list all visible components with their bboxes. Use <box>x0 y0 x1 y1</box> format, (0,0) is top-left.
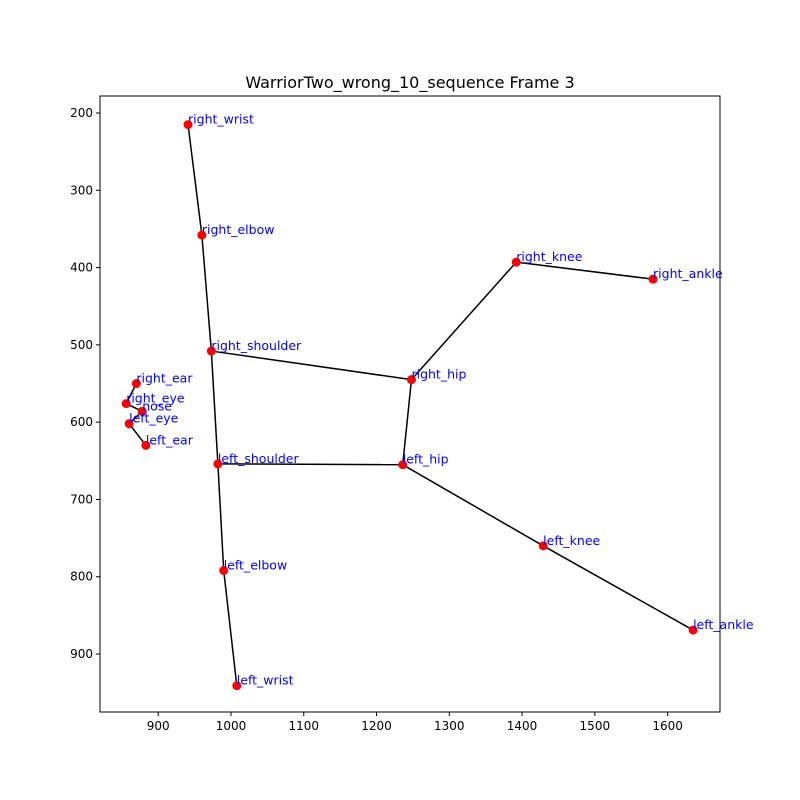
skeleton-line-right-hip-to-left-hip <box>401 379 413 465</box>
keypoint-marker-left-knee <box>538 541 548 551</box>
plot-frame <box>99 95 721 713</box>
keypoint-marker-left-eye <box>124 419 134 429</box>
keypoint-marker-left-ankle <box>688 625 698 635</box>
skeleton-line-left-shoulder-to-left-elbow <box>217 463 225 571</box>
skeleton-line-right-shoulder-to-left-shoulder <box>210 351 219 464</box>
keypoint-marker-right-ankle <box>648 274 658 284</box>
skeleton-line-left-shoulder-to-left-hip <box>217 463 403 466</box>
keypoint-marker-nose <box>137 406 147 416</box>
x-tick-label: 1200 <box>361 719 392 733</box>
keypoint-label-right-wrist: right_wrist <box>188 112 254 127</box>
y-tick-label: 900 <box>70 647 93 661</box>
y-tick-label: 200 <box>70 106 93 120</box>
keypoint-marker-right-eye <box>121 399 131 409</box>
keypoint-marker-right-hip <box>406 375 416 385</box>
y-axis: 200 300 400 500 600 700 800 900 <box>70 106 100 661</box>
skeleton-line-right-hip-to-right-knee <box>410 261 517 381</box>
x-axis: 900 1000 1100 1200 1300 1400 1500 1600 <box>147 712 683 733</box>
x-tick-label: 900 <box>147 719 170 733</box>
y-tick-label: 300 <box>70 183 93 197</box>
y-tick-label: 800 <box>70 570 93 584</box>
skeleton-line-right-knee-to-right-ankle <box>516 261 654 280</box>
keypoint-label-left-eye: left_eye <box>129 411 179 426</box>
keypoint-marker-right-knee <box>511 257 521 267</box>
x-tick-label: 1100 <box>288 719 319 733</box>
chart-title: WarriorTwo_wrong_10_sequence Frame 3 <box>245 73 574 93</box>
keypoint-label-right-ear: right_ear <box>136 371 193 386</box>
y-tick-label: 500 <box>70 338 93 352</box>
skeleton-line-left-eye-to-left-ear <box>128 423 147 446</box>
y-tick-label: 600 <box>70 415 93 429</box>
skeleton-line-left-knee-to-left-ankle <box>542 545 694 631</box>
keypoint-label-right-ankle: right_ankle <box>653 266 723 281</box>
keypoint-marker-right-wrist <box>183 120 193 130</box>
x-tick-label: 1500 <box>580 719 611 733</box>
y-tick-label: 700 <box>70 492 93 506</box>
keypoint-label-right-knee: right_knee <box>516 249 582 264</box>
keypoint-label-left-knee: left_knee <box>543 533 600 548</box>
keypoint-label-left-shoulder: left_shoulder <box>218 451 300 466</box>
keypoint-label-nose: nose <box>142 398 172 413</box>
keypoint-label-right-hip: right_hip <box>411 367 466 382</box>
x-tick-label: 1600 <box>652 719 683 733</box>
skeleton-line-right-shoulder-to-right-hip <box>211 350 412 381</box>
x-tick-label: 1400 <box>507 719 538 733</box>
keypoint-markers <box>121 120 698 691</box>
keypoint-label-left-ear: left_ear <box>146 432 194 447</box>
keypoint-label-left-hip: left_hip <box>403 452 449 467</box>
keypoint-marker-right-elbow <box>197 230 207 240</box>
keypoint-marker-right-ear <box>131 379 141 389</box>
keypoint-label-left-ankle: left_ankle <box>693 617 754 632</box>
skeleton-line-right-wrist-to-right-elbow <box>187 124 203 236</box>
keypoint-marker-left-wrist <box>232 681 242 691</box>
keypoint-label-left-wrist: left_wrist <box>237 673 294 688</box>
keypoint-label-right-elbow: right_elbow <box>202 222 275 237</box>
x-tick-label: 1300 <box>434 719 465 733</box>
skeleton-line-left-elbow-to-left-wrist <box>222 570 238 686</box>
keypoint-marker-left-shoulder <box>213 459 223 469</box>
skeleton-line-left-hip-to-left-knee <box>402 464 544 547</box>
y-tick-label: 400 <box>70 261 93 275</box>
keypoint-marker-left-elbow <box>219 566 229 576</box>
keypoint-marker-right-shoulder <box>206 346 216 356</box>
keypoint-label-right-shoulder: right_shoulder <box>211 338 302 353</box>
x-tick-label: 1000 <box>216 719 247 733</box>
keypoint-label-right-eye: right_eye <box>126 391 185 406</box>
keypoint-label-left-elbow: left_elbow <box>224 558 287 573</box>
keypoint-marker-left-ear <box>141 440 151 450</box>
skeleton-line-right-elbow-to-right-shoulder <box>201 235 213 352</box>
keypoint-marker-left-hip <box>398 460 408 470</box>
